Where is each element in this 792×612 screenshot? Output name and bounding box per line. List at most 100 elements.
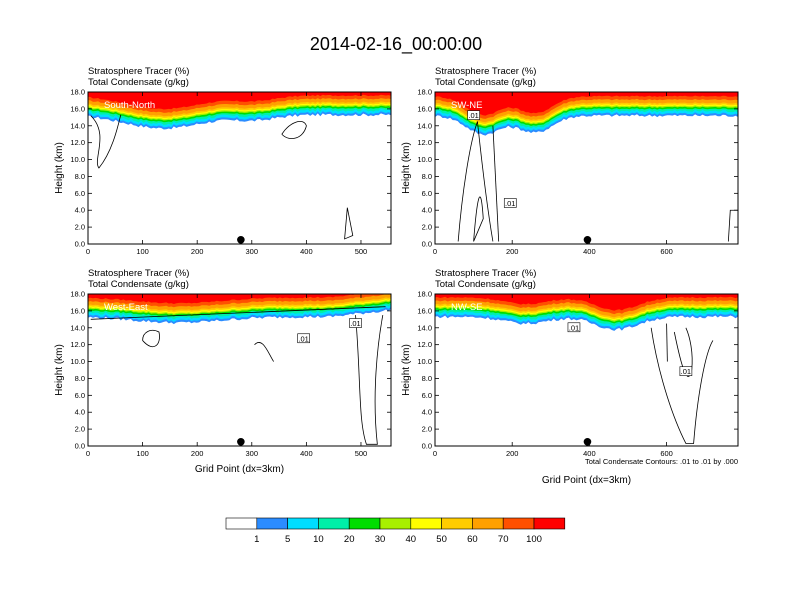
location-marker — [237, 437, 245, 446]
y-tick-label: 6.0 — [422, 189, 432, 198]
colorbar-swatch — [348, 517, 381, 530]
y-tick-label: 16.0 — [70, 104, 85, 113]
panel-label-condensate: Total Condensate (g/kg) — [435, 279, 536, 290]
y-tick-label: 12.0 — [70, 138, 85, 147]
x-tick-label: 500 — [355, 247, 368, 256]
y-tick-label: 0.0 — [422, 442, 432, 451]
colorbar-label: 20 — [344, 534, 355, 545]
contour-line — [90, 306, 386, 320]
y-tick-label: 2.0 — [422, 425, 432, 434]
x-tick-label: 100 — [136, 247, 149, 256]
colorbar-label: 30 — [375, 534, 386, 545]
contour-label: .01 — [468, 111, 478, 120]
y-tick-label: 16.0 — [417, 104, 432, 113]
x-tick-label: 100 — [136, 449, 149, 458]
contour-label-box — [297, 333, 310, 344]
contour-label: .01 — [350, 319, 360, 328]
y-tick-label: 18.0 — [70, 88, 85, 97]
y-tick-label: 2.0 — [422, 223, 432, 232]
x-tick-label: 400 — [300, 449, 313, 458]
tracer-field — [435, 294, 738, 446]
contour-line — [355, 315, 384, 445]
colorbar-swatch — [256, 517, 288, 530]
plot-frame — [434, 91, 739, 245]
y-tick-label: 8.0 — [75, 374, 85, 383]
y-tick-label: 2.0 — [75, 425, 85, 434]
y-tick-label: 10.0 — [417, 357, 432, 366]
y-tick-label: 10.0 — [417, 155, 432, 164]
y-tick-label: 14.0 — [417, 121, 432, 130]
location-marker — [237, 235, 245, 244]
x-tick-label: 500 — [355, 449, 368, 458]
panel-1: Stratosphere Tracer (%)Total Condensate … — [54, 66, 392, 256]
y-tick-label: 12.0 — [70, 340, 85, 349]
x-tick-label: 0 — [86, 247, 90, 256]
panel-name: SW-NE — [451, 100, 483, 111]
colorbar-swatch — [441, 517, 473, 530]
y-tick-label: 16.0 — [417, 306, 432, 315]
tracer-band — [88, 92, 391, 110]
y-tick-label: 4.0 — [422, 206, 432, 215]
contour-line — [492, 125, 500, 242]
contour-label-box — [503, 198, 517, 208]
panel-label-tracer: Stratosphere Tracer (%) — [88, 66, 189, 77]
y-tick-label: 6.0 — [75, 189, 85, 198]
colorbar-label: 100 — [526, 534, 542, 545]
y-tick-label: 4.0 — [422, 408, 432, 417]
panel-name: West-East — [104, 302, 148, 313]
contour-label: .01 — [505, 199, 515, 208]
colorbar-swatch — [379, 517, 412, 530]
x-axis-label: Grid Point (dx=3km) — [542, 475, 631, 486]
y-tick-label: 14.0 — [70, 323, 85, 332]
x-tick-label: 300 — [246, 449, 259, 458]
panel-label-tracer: Stratosphere Tracer (%) — [435, 268, 536, 279]
panel-label-condensate: Total Condensate (g/kg) — [88, 279, 189, 290]
colorbar-label: 50 — [436, 534, 447, 545]
y-tick-label: 14.0 — [417, 323, 432, 332]
contour-label: .01 — [298, 334, 308, 343]
y-tick-label: 8.0 — [422, 374, 432, 383]
plot-frame — [87, 293, 392, 447]
y-axis-label: Height (km) — [54, 344, 65, 396]
colorbar-swatch — [287, 517, 319, 530]
colorbar-swatch — [225, 517, 258, 530]
y-tick-label: 18.0 — [70, 290, 85, 299]
colorbar-label: 60 — [467, 534, 478, 545]
y-tick-label: 10.0 — [70, 155, 85, 164]
contour-line — [254, 342, 274, 362]
condensate-contours — [90, 114, 354, 240]
x-tick-label: 200 — [191, 449, 204, 458]
y-tick-label: 6.0 — [422, 391, 432, 400]
plot-frame — [434, 293, 739, 447]
colorbar-swatch — [533, 517, 566, 530]
contour-line — [457, 121, 494, 242]
colorbar-label: 1 — [254, 534, 259, 545]
panel-label-condensate: Total Condensate (g/kg) — [435, 77, 536, 88]
panel-label-tracer: Stratosphere Tracer (%) — [88, 268, 189, 279]
y-tick-label: 0.0 — [75, 240, 85, 249]
x-tick-label: 400 — [300, 247, 313, 256]
condensate-contours — [90, 306, 386, 445]
location-marker — [583, 437, 592, 446]
y-tick-label: 12.0 — [417, 340, 432, 349]
contour-label-box — [567, 322, 581, 333]
y-tick-label: 10.0 — [70, 357, 85, 366]
figure-title: 2014-02-16_00:00:00 — [310, 34, 482, 55]
x-axis-label: Grid Point (dx=3km) — [195, 464, 284, 475]
y-tick-label: 18.0 — [417, 290, 432, 299]
colorbar-swatch — [472, 517, 504, 530]
y-tick-label: 4.0 — [75, 408, 85, 417]
panel-label-tracer: Stratosphere Tracer (%) — [435, 66, 536, 77]
y-tick-label: 8.0 — [75, 172, 85, 181]
contour-label-box — [467, 110, 480, 120]
x-tick-label: 400 — [583, 449, 596, 458]
contour-label: .01 — [681, 367, 691, 376]
y-axis-label: Height (km) — [401, 142, 412, 194]
tracer-field — [435, 92, 738, 244]
location-marker — [583, 235, 592, 244]
contour-line — [650, 327, 714, 444]
colorbar-label: 40 — [406, 534, 417, 545]
y-tick-label: 4.0 — [75, 206, 85, 215]
panel-2: Stratosphere Tracer (%)Total Condensate … — [401, 66, 739, 256]
contour-line — [666, 323, 668, 362]
